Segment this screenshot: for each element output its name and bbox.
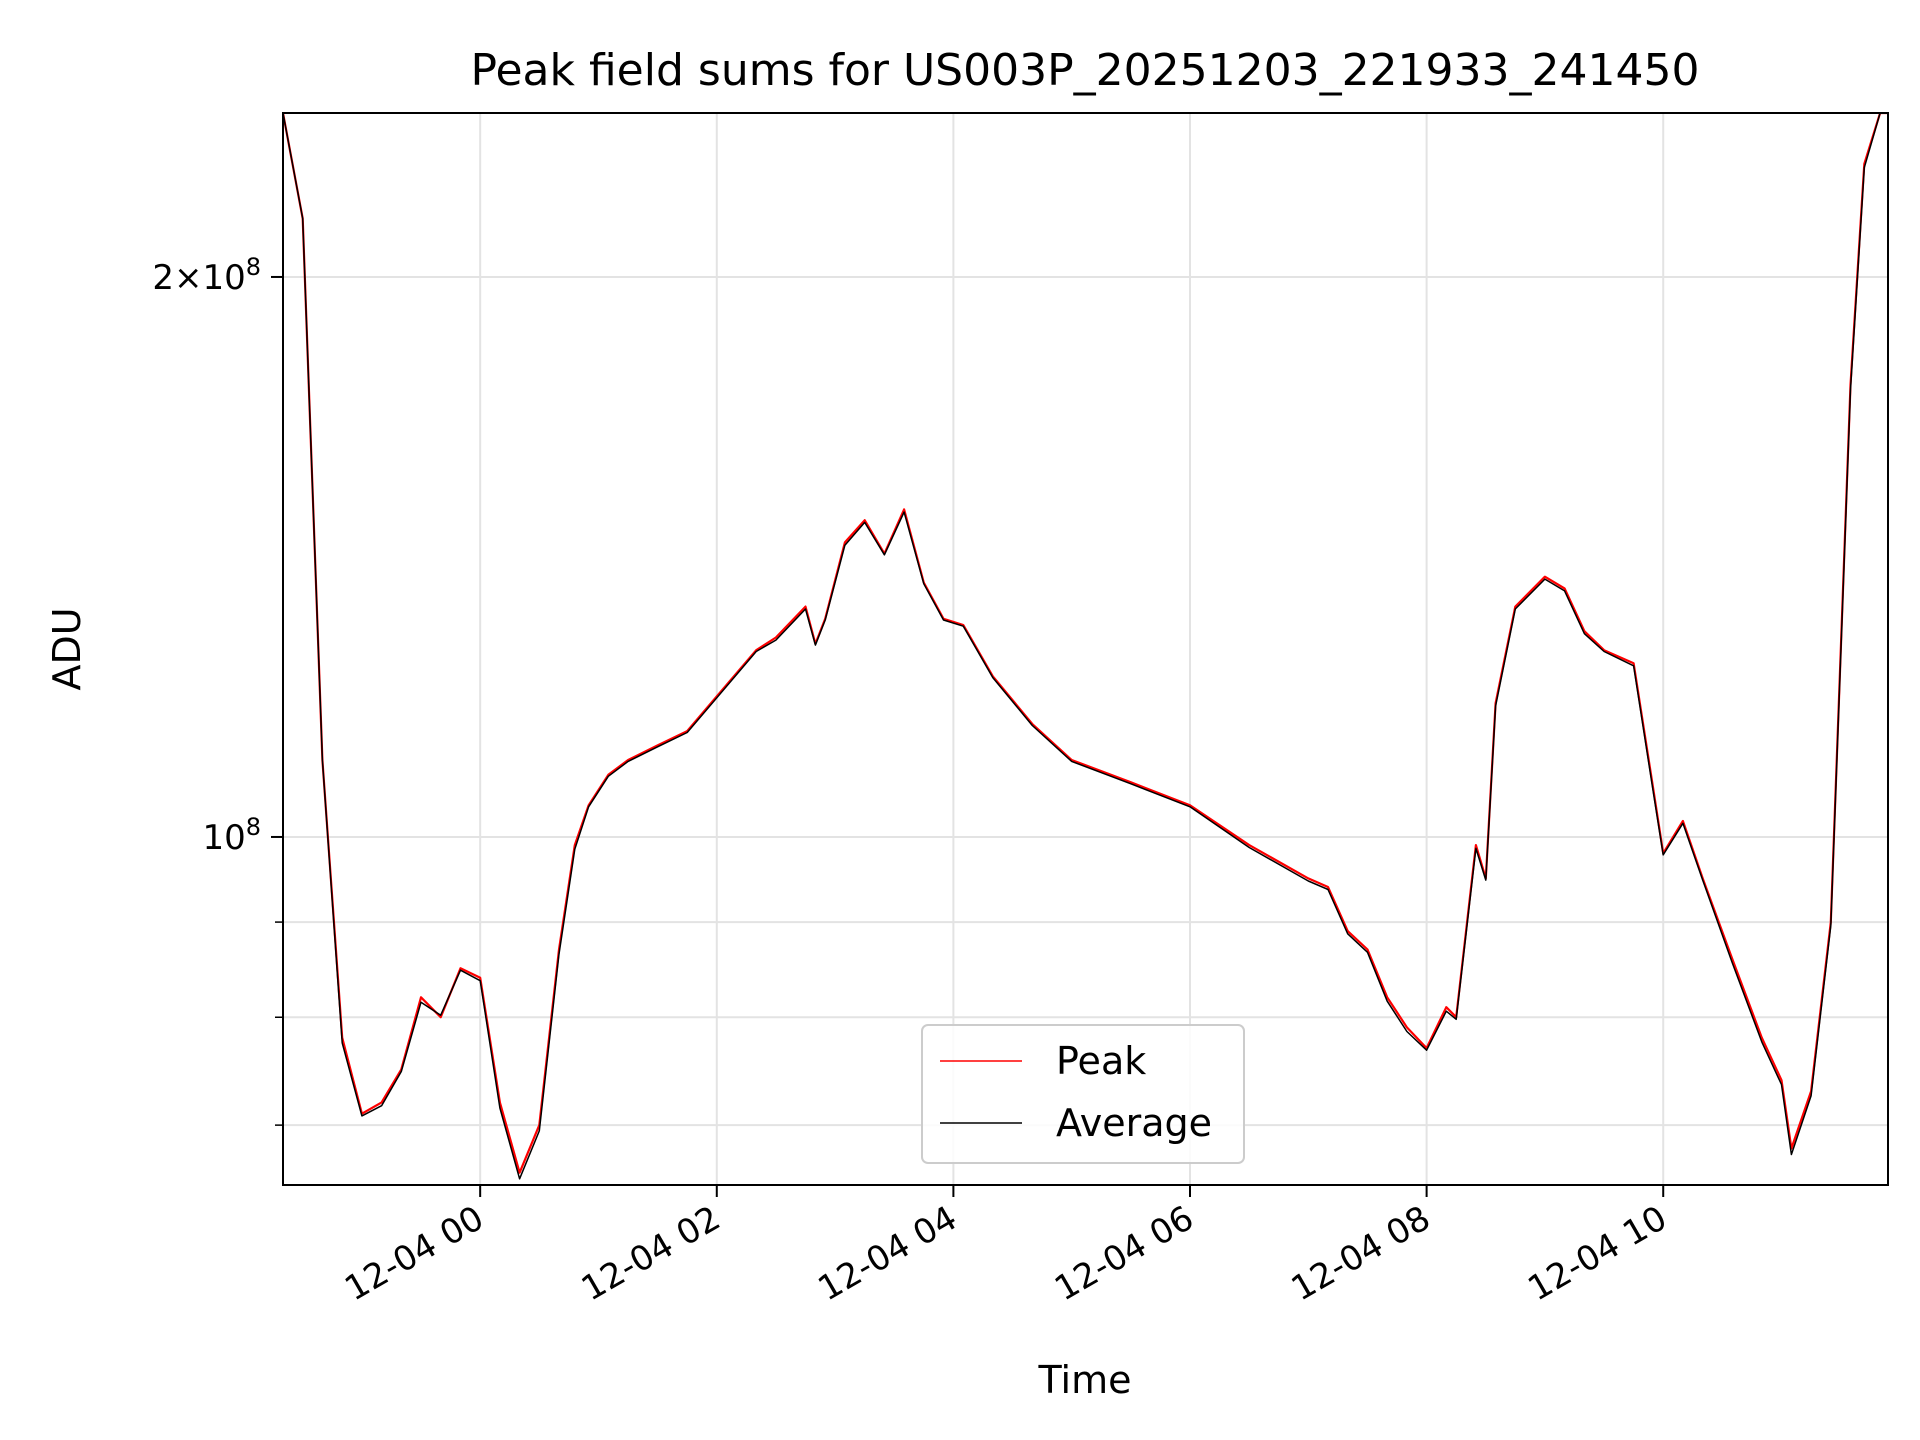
y-axis-ticks: 108 2×108	[152, 253, 283, 1126]
x-axis-label: Time	[1038, 1358, 1132, 1402]
series-line-peak	[283, 113, 1888, 1174]
chart-title: Peak field sums for US003P_20251203_2219…	[471, 45, 1700, 96]
legend-label-peak: Peak	[1056, 1039, 1146, 1083]
legend-label-average: Average	[1056, 1101, 1212, 1145]
plot-frame	[282, 112, 1889, 1186]
y-axis-label: ADU	[45, 607, 89, 690]
legend-box	[921, 1024, 1245, 1164]
y-tick-label: 2×108	[152, 253, 261, 298]
legend: Peak Average	[921, 1024, 1245, 1164]
series-line-average	[283, 113, 1888, 1180]
y-tick-label: 108	[202, 813, 261, 858]
plot-series	[283, 113, 1888, 1180]
